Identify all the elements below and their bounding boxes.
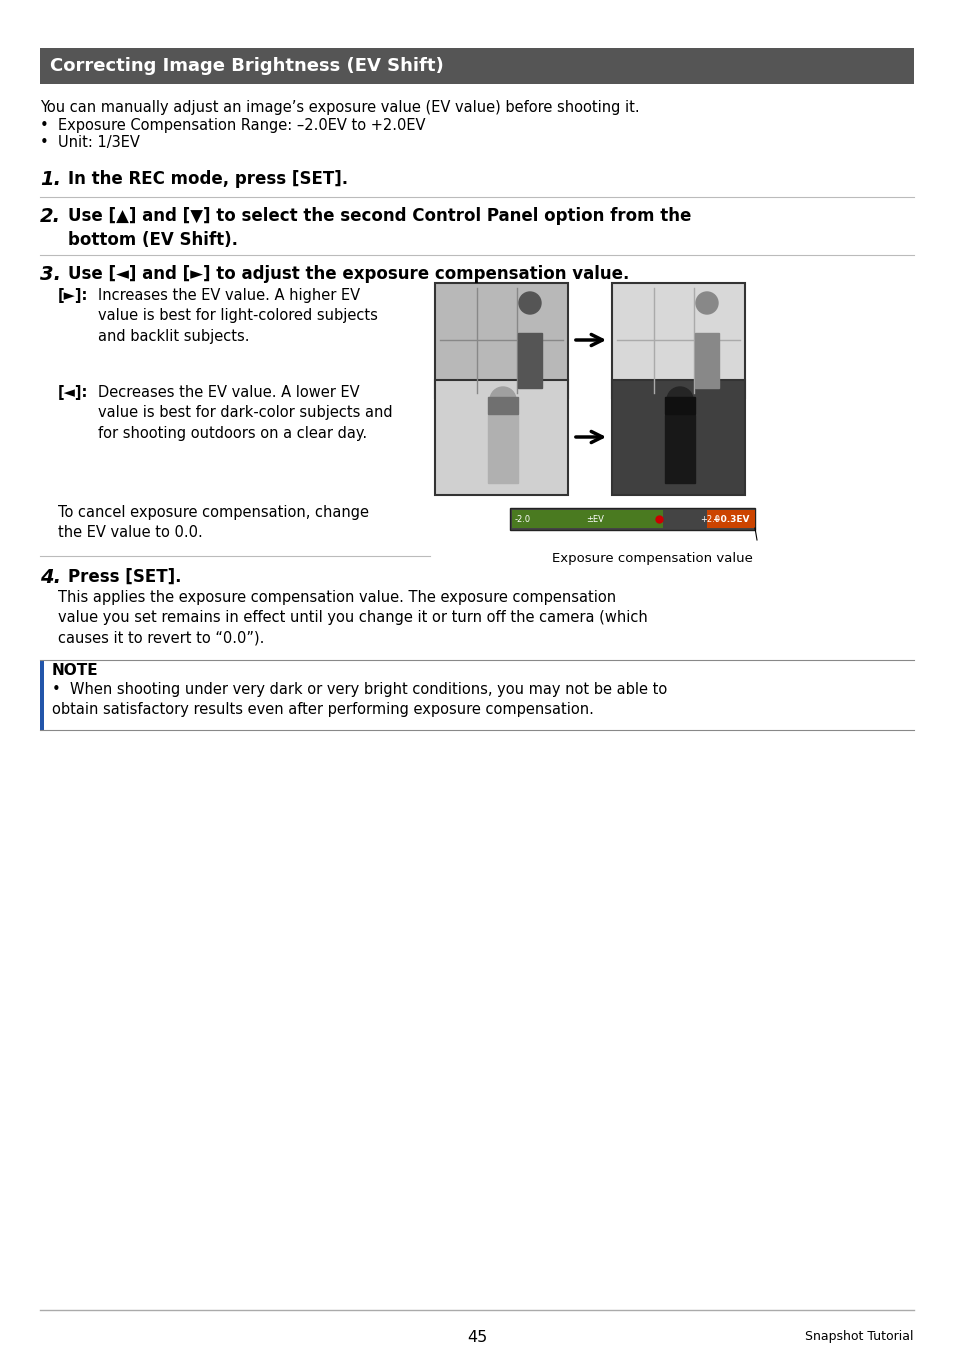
Text: +2.0: +2.0	[700, 514, 720, 524]
Text: In the REC mode, press [SET].: In the REC mode, press [SET].	[68, 170, 348, 189]
Bar	[512, 510, 662, 528]
Text: Correcting Image Brightness (EV Shift): Correcting Image Brightness (EV Shift)	[50, 57, 443, 75]
Text: •  Exposure Compensation Range: –2.0EV to +2.0EV: • Exposure Compensation Range: –2.0EV to…	[40, 118, 425, 133]
Text: NOTE: NOTE	[52, 664, 98, 678]
Text: You can manually adjust an image’s exposure value (EV value) before shooting it.: You can manually adjust an image’s expos…	[40, 100, 639, 115]
Text: 1.: 1.	[40, 170, 61, 189]
Text: 3.: 3.	[40, 265, 61, 284]
Text: ±EV: ±EV	[585, 514, 603, 524]
Text: Decreases the EV value. A lower EV
value is best for dark-color subjects and
for: Decreases the EV value. A lower EV value…	[98, 385, 393, 441]
Bar	[664, 415, 695, 483]
Text: 45: 45	[466, 1330, 487, 1345]
Circle shape	[490, 387, 516, 413]
Text: Exposure compensation value: Exposure compensation value	[551, 552, 752, 565]
Bar	[612, 284, 744, 398]
Text: To cancel exposure compensation, change
the EV value to 0.0.: To cancel exposure compensation, change …	[58, 505, 369, 540]
Text: Snapshot Tutorial: Snapshot Tutorial	[804, 1330, 913, 1343]
Text: 4.: 4.	[40, 569, 61, 588]
Bar	[488, 398, 517, 414]
Text: Use [▲] and [▼] to select the second Control Panel option from the
bottom (EV Sh: Use [▲] and [▼] to select the second Con…	[68, 208, 691, 248]
Bar	[40, 47, 913, 84]
Bar	[40, 660, 44, 730]
Bar	[612, 380, 744, 495]
Bar	[664, 398, 695, 414]
Circle shape	[518, 292, 540, 313]
Text: •  Unit: 1/3EV: • Unit: 1/3EV	[40, 134, 140, 151]
Circle shape	[666, 387, 692, 413]
Circle shape	[696, 292, 718, 313]
Text: 2.: 2.	[40, 208, 61, 227]
Text: Use [◄] and [►] to adjust the exposure compensation value.: Use [◄] and [►] to adjust the exposure c…	[68, 265, 629, 284]
Bar	[435, 380, 567, 495]
Text: •  When shooting under very dark or very bright conditions, you may not be able : • When shooting under very dark or very …	[52, 683, 666, 718]
Text: [►]:: [►]:	[58, 288, 89, 303]
Bar	[510, 508, 754, 531]
Bar	[695, 332, 719, 388]
Text: Press [SET].: Press [SET].	[68, 569, 181, 586]
Text: Increases the EV value. A higher EV
value is best for light-colored subjects
and: Increases the EV value. A higher EV valu…	[98, 288, 377, 343]
Text: This applies the exposure compensation value. The exposure compensation
value yo: This applies the exposure compensation v…	[58, 590, 647, 646]
Bar	[517, 332, 541, 388]
Bar	[488, 415, 517, 483]
Bar	[435, 284, 567, 398]
Text: -2.0: -2.0	[515, 514, 531, 524]
Text: +0.3EV: +0.3EV	[712, 514, 748, 524]
Bar	[706, 510, 754, 528]
Text: [◄]:: [◄]:	[58, 385, 89, 400]
